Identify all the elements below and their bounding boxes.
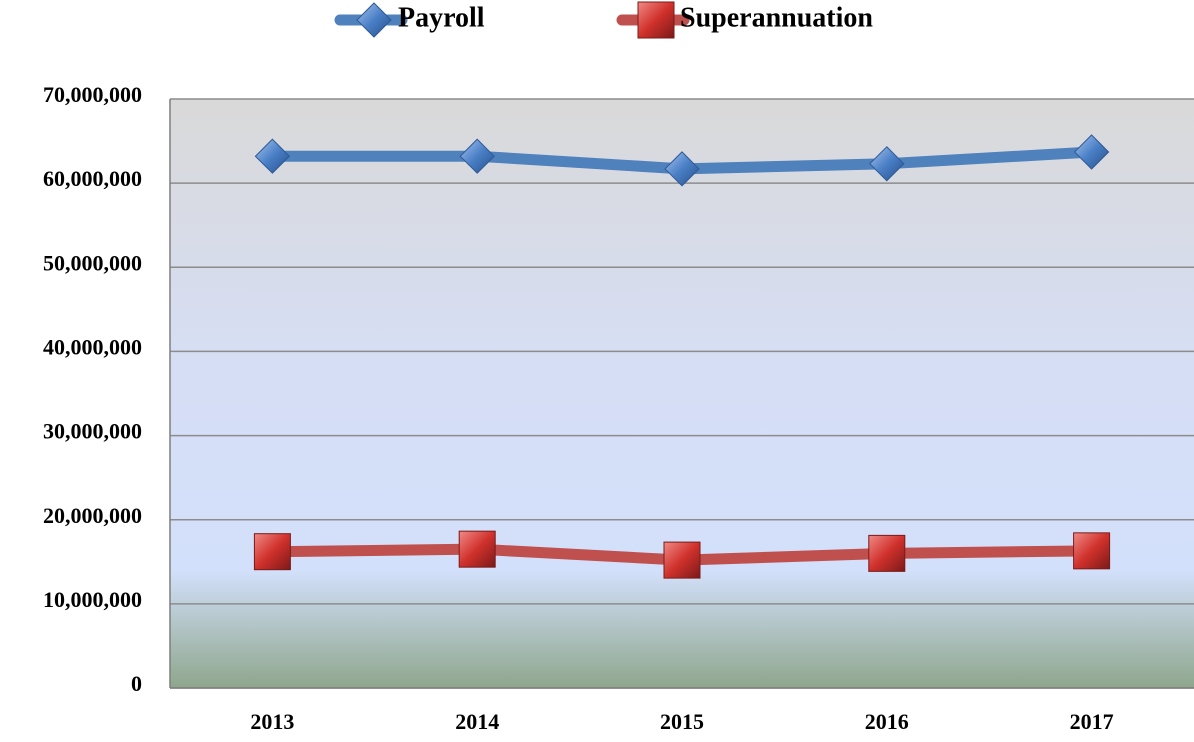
marker [459,138,495,174]
legend-label: Superannuation [680,2,873,33]
marker [356,2,392,38]
y-tick-label: 50,000,000 [43,250,142,275]
y-tick-label: 0 [131,671,142,696]
x-tick-label: 2014 [455,709,499,734]
marker [664,151,700,187]
marker [254,138,291,174]
marker [868,534,906,572]
marker [458,530,496,568]
y-tick-label: 30,000,000 [43,419,142,444]
marker [253,533,291,571]
y-tick-label: 40,000,000 [43,334,142,359]
marker [1073,532,1111,570]
y-tick-label: 60,000,000 [43,166,142,191]
legend-label: Payroll [398,2,485,33]
marker [1073,134,1110,170]
x-tick-label: 2016 [865,709,909,734]
marker [663,541,701,579]
plot-area [170,99,1194,688]
x-tick-label: 2013 [250,709,294,734]
x-tick-label: 2017 [1070,709,1114,734]
y-tick-label: 10,000,000 [43,587,142,612]
marker [637,1,675,39]
y-tick-label: 20,000,000 [43,503,142,528]
marker [869,146,905,182]
x-tick-label: 2015 [660,709,704,734]
y-tick-label: 70,000,000 [43,82,142,107]
